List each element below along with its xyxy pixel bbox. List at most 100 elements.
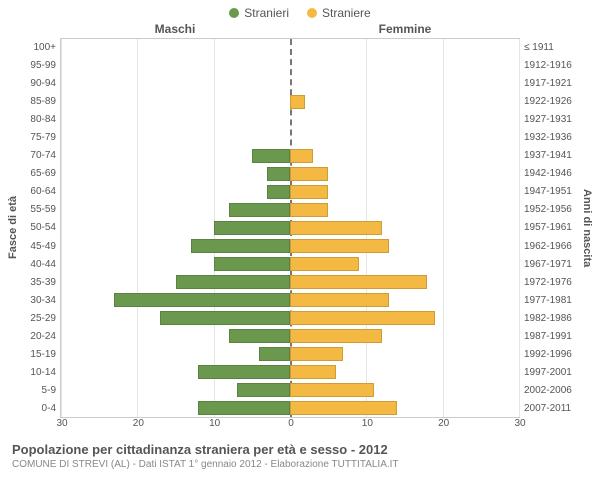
x-axis: 3020100102030 xyxy=(0,418,600,432)
pyramid-row xyxy=(61,345,519,363)
legend: Stranieri Straniere xyxy=(0,0,600,22)
bar-male xyxy=(160,311,290,325)
bar-male xyxy=(237,383,290,397)
birth-band-label: 1932-1936 xyxy=(524,132,580,143)
bar-female xyxy=(290,221,382,235)
pyramid-row xyxy=(61,381,519,399)
birth-band-label: 1937-1941 xyxy=(524,150,580,161)
bar-female xyxy=(290,95,305,109)
bar-female xyxy=(290,329,382,343)
birth-band-label: 1982-1986 xyxy=(524,313,580,324)
pyramid-row xyxy=(61,219,519,237)
bar-female xyxy=(290,149,313,163)
pyramid-row xyxy=(61,327,519,345)
bar-male xyxy=(114,293,290,307)
birth-band-label: 1957-1961 xyxy=(524,222,580,233)
age-axis: 100+95-9990-9485-8980-8475-7970-7465-696… xyxy=(20,38,60,418)
legend-item-male: Stranieri xyxy=(229,6,289,20)
gender-headers: Maschi Femmine xyxy=(0,22,600,38)
pyramid-row xyxy=(61,309,519,327)
age-band-label: 30-34 xyxy=(20,295,56,306)
birth-band-label: 2007-2011 xyxy=(524,403,580,414)
pyramid-row xyxy=(61,93,519,111)
bar-male xyxy=(267,185,290,199)
bar-female xyxy=(290,365,336,379)
age-band-label: 40-44 xyxy=(20,259,56,270)
bar-male xyxy=(229,203,290,217)
pyramid-row xyxy=(61,273,519,291)
age-band-label: 55-59 xyxy=(20,204,56,215)
birth-band-label: 1997-2001 xyxy=(524,367,580,378)
pyramid-row xyxy=(61,255,519,273)
bar-male xyxy=(259,347,290,361)
age-band-label: 5-9 xyxy=(20,385,56,396)
birth-band-label: 1912-1916 xyxy=(524,60,580,71)
birth-band-label: 1977-1981 xyxy=(524,295,580,306)
x-tick: 0 xyxy=(288,418,294,429)
bar-female xyxy=(290,239,389,253)
birth-band-label: 1962-1966 xyxy=(524,241,580,252)
age-band-label: 10-14 xyxy=(20,367,56,378)
age-band-label: 95-99 xyxy=(20,60,56,71)
pyramid-row xyxy=(61,363,519,381)
bar-male xyxy=(198,401,290,415)
chart-subtitle: COMUNE DI STREVI (AL) - Dati ISTAT 1° ge… xyxy=(12,459,588,470)
bar-male xyxy=(191,239,290,253)
age-band-label: 70-74 xyxy=(20,150,56,161)
pyramid-row xyxy=(61,75,519,93)
legend-label-female: Straniere xyxy=(322,6,371,20)
birth-band-label: 1987-1991 xyxy=(524,331,580,342)
birth-band-label: 1947-1951 xyxy=(524,186,580,197)
x-tick: 30 xyxy=(514,418,525,429)
bar-male xyxy=(252,149,290,163)
x-tick: 10 xyxy=(362,418,373,429)
x-tick: 30 xyxy=(56,418,67,429)
age-band-label: 20-24 xyxy=(20,331,56,342)
bar-male xyxy=(176,275,291,289)
bar-male xyxy=(198,365,290,379)
bar-female xyxy=(290,293,389,307)
bar-female xyxy=(290,401,397,415)
pyramid-row xyxy=(61,111,519,129)
age-band-label: 35-39 xyxy=(20,277,56,288)
footer: Popolazione per cittadinanza straniera p… xyxy=(0,432,600,470)
pyramid-row xyxy=(61,399,519,417)
bar-female xyxy=(290,185,328,199)
birth-band-label: 1917-1921 xyxy=(524,78,580,89)
age-band-label: 80-84 xyxy=(20,114,56,125)
birth-band-label: 1992-1996 xyxy=(524,349,580,360)
bar-male xyxy=(267,167,290,181)
birth-band-label: 1942-1946 xyxy=(524,168,580,179)
legend-swatch-female xyxy=(307,8,317,18)
birth-band-label: ≤ 1911 xyxy=(524,42,580,53)
pyramid-row xyxy=(61,237,519,255)
bar-male xyxy=(214,221,290,235)
chart-title: Popolazione per cittadinanza straniera p… xyxy=(12,442,588,457)
age-band-label: 85-89 xyxy=(20,96,56,107)
pyramid-row xyxy=(61,291,519,309)
bar-female xyxy=(290,347,343,361)
bars-container xyxy=(61,39,519,417)
bar-male xyxy=(229,329,290,343)
birth-band-label: 1927-1931 xyxy=(524,114,580,125)
legend-swatch-male xyxy=(229,8,239,18)
age-band-label: 75-79 xyxy=(20,132,56,143)
x-tick: 20 xyxy=(133,418,144,429)
age-band-label: 15-19 xyxy=(20,349,56,360)
age-band-label: 45-49 xyxy=(20,241,56,252)
age-band-label: 65-69 xyxy=(20,168,56,179)
pyramid-row xyxy=(61,183,519,201)
age-band-label: 100+ xyxy=(20,42,56,53)
legend-item-female: Straniere xyxy=(307,6,371,20)
age-band-label: 0-4 xyxy=(20,403,56,414)
age-band-label: 50-54 xyxy=(20,222,56,233)
bar-female xyxy=(290,257,359,271)
pyramid-row xyxy=(61,129,519,147)
legend-label-male: Stranieri xyxy=(244,6,289,20)
pyramid-row xyxy=(61,39,519,57)
bar-female xyxy=(290,311,435,325)
birth-band-label: 2002-2006 xyxy=(524,385,580,396)
age-band-label: 60-64 xyxy=(20,186,56,197)
pyramid-row xyxy=(61,147,519,165)
birth-band-label: 1952-1956 xyxy=(524,204,580,215)
